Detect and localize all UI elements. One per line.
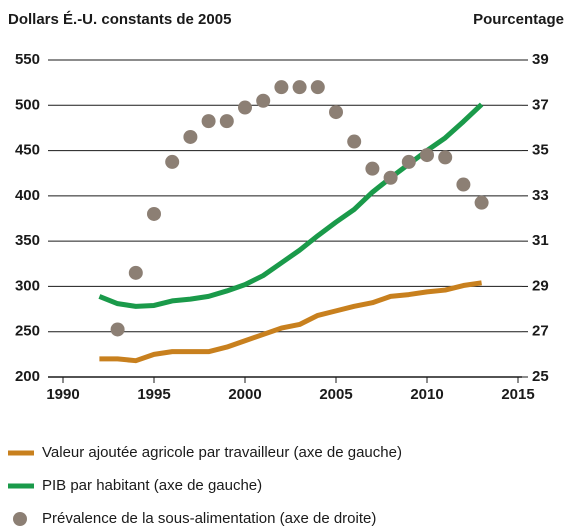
x-tick-label: 1995 bbox=[137, 386, 170, 403]
y2-tick-label: 31 bbox=[532, 232, 549, 249]
line-series bbox=[99, 280, 482, 364]
x-tick-label: 2010 bbox=[410, 386, 443, 403]
x-tick-label: 1990 bbox=[46, 386, 79, 403]
y2-tick-label: 25 bbox=[532, 368, 549, 385]
legend-marker bbox=[13, 512, 27, 526]
y2-axis-title: Pourcentage bbox=[473, 11, 564, 28]
y-tick-label: 450 bbox=[15, 142, 40, 159]
dot bbox=[456, 177, 471, 192]
dot bbox=[201, 114, 216, 129]
dot bbox=[383, 170, 398, 185]
y2-tick-label: 27 bbox=[532, 323, 549, 340]
dot bbox=[128, 265, 143, 280]
dot bbox=[183, 129, 198, 144]
dot bbox=[256, 93, 271, 108]
x-tick-label: 2000 bbox=[228, 386, 261, 403]
dot bbox=[401, 154, 416, 169]
y-tick-label: 550 bbox=[15, 51, 40, 68]
dot bbox=[110, 322, 125, 337]
dot bbox=[219, 114, 234, 129]
y-tick-label: 350 bbox=[15, 232, 40, 249]
dot bbox=[310, 80, 325, 95]
dot bbox=[147, 206, 161, 221]
y-tick-label: 500 bbox=[15, 96, 40, 113]
y-tick-label: 400 bbox=[15, 187, 40, 204]
y2-tick-label: 33 bbox=[532, 187, 549, 204]
y-tick-label: 250 bbox=[15, 323, 40, 340]
dot bbox=[474, 195, 489, 210]
y2-tick-label: 39 bbox=[532, 51, 549, 68]
dot bbox=[329, 105, 343, 120]
dot bbox=[238, 100, 252, 115]
dot bbox=[365, 161, 380, 176]
line-series bbox=[98, 102, 484, 309]
y-axis-title: Dollars É.-U. constants de 2005 bbox=[8, 11, 231, 28]
y2-tick-label: 29 bbox=[532, 277, 549, 294]
y-tick-label: 300 bbox=[15, 277, 40, 294]
y2-tick-label: 35 bbox=[532, 142, 549, 159]
x-tick-label: 2005 bbox=[319, 386, 352, 403]
dot bbox=[347, 134, 362, 149]
legend-label: PIB par habitant (axe de gauche) bbox=[42, 477, 262, 494]
dot bbox=[274, 80, 289, 95]
y-tick-label: 200 bbox=[15, 368, 40, 385]
dot bbox=[165, 154, 180, 169]
legend-label: Valeur ajoutée agricole par travailleur … bbox=[42, 444, 402, 461]
dot bbox=[292, 80, 307, 95]
dot bbox=[420, 148, 434, 163]
y2-tick-label: 37 bbox=[532, 96, 549, 113]
legend-label: Prévalence de la sous-alimentation (axe … bbox=[42, 510, 376, 527]
dot bbox=[438, 150, 453, 165]
x-tick-label: 2015 bbox=[501, 386, 534, 403]
